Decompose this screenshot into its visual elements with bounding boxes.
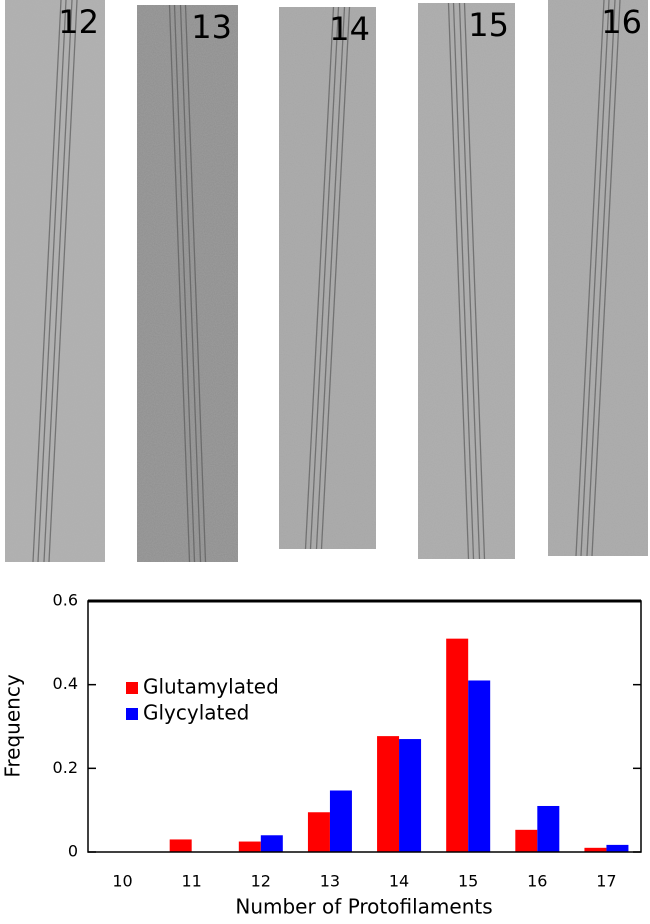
microtubule-wall [37, 0, 67, 563]
microtubule-wall [173, 4, 196, 563]
legend-swatch [126, 708, 138, 720]
microtubule-wall [32, 0, 62, 563]
microtubule-wall [575, 0, 605, 557]
microtubule-wall [586, 0, 616, 557]
bar [606, 844, 629, 852]
micrograph-noise [548, 0, 648, 556]
x-axis-label: Number of Protofilaments [235, 895, 492, 919]
bar [169, 839, 192, 852]
y-tick-label: 0.2 [53, 758, 78, 777]
panel-label: 12 [58, 3, 99, 41]
x-tick-label: 11 [182, 872, 202, 891]
x-tick-label: 14 [389, 872, 409, 891]
microtubule-wall [43, 0, 73, 563]
micrograph-noise [279, 7, 376, 549]
bar [446, 638, 469, 852]
microtubule-wall [48, 0, 78, 563]
microtubule-wall [463, 2, 486, 560]
bar [260, 835, 283, 852]
x-tick-label: 13 [320, 872, 340, 891]
microtubule-wall [320, 6, 351, 550]
microtubule-wall [304, 6, 335, 550]
microtubule-wall [458, 2, 481, 560]
bar [307, 812, 330, 852]
y-tick-label: 0.6 [53, 591, 78, 610]
micrograph-noise [137, 5, 238, 562]
bar [238, 841, 261, 852]
micrographs: 12 13 14 15 16 [5, 0, 648, 563]
microtubule-wall [447, 2, 470, 560]
panel-label: 15 [468, 6, 509, 44]
x-tick-label: 17 [596, 872, 616, 891]
microtubule-wall [179, 4, 202, 563]
x-tick-label: 12 [251, 872, 271, 891]
bar [377, 736, 400, 852]
panel-label: 16 [601, 3, 642, 41]
y-axis-label: Frequency [1, 674, 25, 777]
bar [515, 829, 538, 852]
legend-label: Glycylated [143, 701, 249, 725]
bar [329, 790, 352, 852]
microtubule-wall [315, 6, 346, 550]
bar [468, 680, 491, 852]
y-tick-label: 0 [68, 842, 78, 861]
micrograph-noise [418, 3, 515, 559]
microtubule-wall [184, 4, 207, 563]
legend-label: Glutamylated [143, 675, 279, 699]
panel-label: 13 [191, 8, 232, 46]
microtubule-wall [580, 0, 610, 557]
microtubule-wall [591, 0, 621, 557]
x-tick-label: 10 [112, 872, 132, 891]
y-tick-label: 0.4 [53, 674, 78, 693]
x-tick-label: 15 [458, 872, 478, 891]
microtubule-wall [168, 4, 191, 563]
microtubule-wall [452, 2, 475, 560]
micrograph-noise [5, 0, 105, 562]
bar [537, 805, 560, 852]
bar [399, 739, 422, 852]
panel-label: 14 [329, 10, 370, 48]
bar [584, 847, 607, 852]
x-tick-label: 16 [527, 872, 547, 891]
legend-swatch [126, 682, 138, 694]
microtubule-wall [309, 6, 340, 550]
